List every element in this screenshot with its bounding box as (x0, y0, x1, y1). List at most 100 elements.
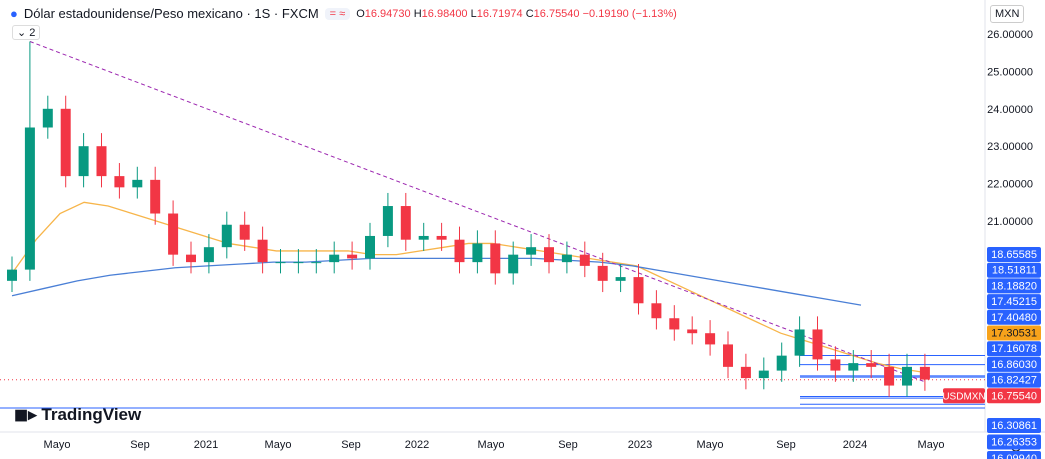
price-label-bg (987, 418, 1041, 433)
x-tick-label: Sep (130, 439, 150, 451)
candle-body (812, 329, 823, 360)
candle-body (508, 254, 519, 274)
symbol-title[interactable]: Dólar estadounidense/Peso mexicano · 1S … (23, 6, 319, 21)
x-tick-label: Sep (341, 439, 361, 451)
price-label-bg (987, 356, 1041, 372)
y-tick-label: 21.00000 (987, 216, 1033, 228)
price-label-bg (987, 372, 1041, 388)
y-tick-label: 26.00000 (987, 29, 1033, 41)
price-label-bg (987, 278, 1041, 294)
candle-body (830, 359, 841, 371)
moving-average-slow (11, 257, 862, 306)
candle-body (78, 146, 89, 177)
candle-body (239, 224, 250, 240)
tradingview-logo: ◼▸ TradingView (14, 405, 142, 424)
candle-body (705, 333, 716, 345)
price-label-bg (987, 325, 1041, 341)
price-label-bg (987, 294, 1041, 310)
symbol-tag-bg (943, 388, 985, 404)
price-label: 16.09940 (991, 453, 1037, 459)
candle-body (848, 363, 859, 371)
x-tick-label: Mayo (265, 439, 292, 451)
x-tick-label: Sep (558, 439, 578, 451)
chart-header: ● Dólar estadounidense/Peso mexicano · 1… (10, 6, 677, 21)
candle-body (96, 146, 107, 177)
x-tick-label: Sep (776, 439, 796, 451)
candle-body (651, 303, 662, 319)
candle-body (902, 366, 912, 386)
candle-body (365, 235, 375, 259)
price-label-bg (987, 451, 1041, 459)
candle-body (776, 355, 787, 371)
price-label: 16.86030 (991, 359, 1037, 371)
x-tick-label: 2024 (843, 439, 867, 451)
candle-body (114, 176, 125, 188)
candle-body (203, 247, 214, 263)
price-label: 17.45215 (991, 296, 1037, 308)
candle-body (615, 277, 626, 281)
candle-body (561, 254, 572, 263)
symbol-tag: USDMXN (942, 391, 985, 402)
candle-body (132, 179, 143, 188)
compare-badge[interactable]: = ≈ (324, 7, 351, 20)
candle-body (42, 108, 53, 128)
x-tick-label: Mayo (478, 439, 505, 451)
candle-body (257, 239, 268, 263)
candle-body (400, 206, 411, 240)
candle-body (884, 366, 895, 386)
candle-body (293, 262, 304, 264)
candle-body (311, 262, 322, 264)
indicators-toggle[interactable]: ⌄ 2 (12, 25, 41, 40)
candle-body (687, 329, 698, 334)
ohlc-readout: O16.94730 H16.98400 L16.71974 C16.75540 … (356, 7, 677, 20)
y-tick-label: 23.00000 (987, 141, 1033, 153)
candle-body (60, 108, 71, 177)
x-tick-label: Mayo (44, 439, 71, 451)
flag-icon: ● (10, 6, 18, 21)
candle-body (758, 370, 769, 379)
y-tick-label: 22.00000 (987, 179, 1033, 191)
candle-body (221, 224, 232, 248)
candle-body (669, 318, 680, 330)
candle-body (919, 366, 930, 380)
price-label: 16.75540 (991, 390, 1037, 402)
price-label: 17.16078 (991, 343, 1037, 355)
price-label: 16.30861 (991, 420, 1037, 432)
logo-icon: ◼▸ (14, 405, 37, 424)
candle-body (329, 254, 340, 263)
candle-body (633, 277, 644, 304)
candle-body (597, 265, 608, 281)
x-tick-label: Mayo (697, 439, 724, 451)
price-label: 16.26353 (991, 437, 1037, 449)
candle-body (723, 344, 733, 367)
candle-body (382, 206, 393, 236)
price-label: 16.82427 (991, 375, 1037, 387)
price-label-bg (987, 341, 1041, 357)
price-label: 18.51811 (992, 265, 1037, 277)
candle-body (7, 269, 17, 281)
price-label: 17.40480 (991, 312, 1037, 324)
currency-button[interactable]: MXN (990, 5, 1025, 23)
candle-body (544, 247, 554, 263)
candle-body (866, 363, 877, 367)
candle-body (436, 235, 447, 240)
candle-body (150, 179, 161, 214)
candle-body (347, 254, 358, 259)
x-tick-label: 2021 (194, 439, 218, 451)
price-label-bg (987, 262, 1041, 278)
candle-body (579, 254, 590, 266)
candle-body (168, 213, 179, 255)
x-tick-label: 2023 (628, 439, 652, 451)
candle-body (794, 329, 805, 356)
candle-body (526, 247, 537, 255)
price-label: 18.65585 (991, 249, 1037, 261)
candle-body (490, 243, 501, 274)
y-tick-label: 25.00000 (987, 66, 1033, 78)
candle-body (24, 127, 35, 270)
price-label-bg (987, 247, 1041, 262)
price-label-bg (987, 434, 1041, 450)
price-label-bg (987, 388, 1041, 404)
candle-body (418, 235, 429, 240)
